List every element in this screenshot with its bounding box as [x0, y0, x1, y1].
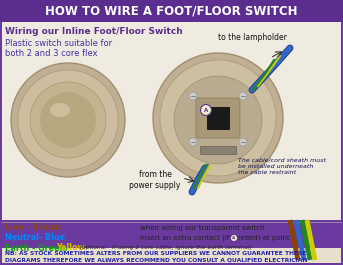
Circle shape	[30, 82, 106, 158]
FancyBboxPatch shape	[2, 22, 341, 220]
Circle shape	[239, 138, 247, 146]
Text: (optional - If using 2 core cable, ignore the earth terminal): (optional - If using 2 core cable, ignor…	[78, 245, 252, 250]
Text: both 2 and 3 core flex: both 2 and 3 core flex	[5, 50, 98, 59]
Circle shape	[153, 53, 283, 183]
FancyBboxPatch shape	[196, 98, 240, 138]
Text: The cable/cord sheath must
be installed underneath
the cable restraint: The cable/cord sheath must be installed …	[238, 158, 326, 175]
Text: Earth - Green/: Earth - Green/	[5, 244, 68, 253]
Text: A: A	[232, 236, 236, 240]
Text: Yellow: Yellow	[56, 244, 85, 253]
Circle shape	[160, 60, 276, 176]
Circle shape	[11, 63, 125, 177]
Circle shape	[18, 70, 118, 170]
Text: from the
power supply: from the power supply	[129, 170, 181, 190]
Text: Live - Brown: Live - Brown	[5, 223, 61, 232]
Circle shape	[239, 92, 247, 100]
Ellipse shape	[50, 103, 70, 117]
Text: when wiring our transparent switch: when wiring our transparent switch	[140, 225, 264, 231]
Circle shape	[189, 92, 197, 100]
Text: NB: AS STOCK SOMETIMES ALTERS FROM OUR SUPPLIERS WE CANNOT GUARANTEE THESE
DIAGR: NB: AS STOCK SOMETIMES ALTERS FROM OUR S…	[5, 251, 307, 263]
Text: A: A	[204, 108, 208, 113]
FancyBboxPatch shape	[200, 146, 236, 154]
FancyBboxPatch shape	[0, 0, 343, 22]
Text: Insert an extra contact (if needed) at point: Insert an extra contact (if needed) at p…	[140, 235, 292, 241]
Circle shape	[189, 138, 197, 146]
FancyBboxPatch shape	[2, 248, 341, 263]
Text: Plastic switch suitable for: Plastic switch suitable for	[5, 39, 112, 48]
Circle shape	[40, 92, 96, 148]
Circle shape	[230, 235, 237, 241]
Text: Wiring our Inline Foot/Floor Switch: Wiring our Inline Foot/Floor Switch	[5, 26, 183, 36]
Text: HOW TO WIRE A FOOT/FLOOR SWITCH: HOW TO WIRE A FOOT/FLOOR SWITCH	[45, 5, 298, 17]
Circle shape	[174, 76, 262, 164]
Text: Neutral- Blue: Neutral- Blue	[5, 233, 65, 242]
FancyBboxPatch shape	[207, 107, 229, 129]
Text: to the lampholder: to the lampholder	[217, 33, 286, 42]
Circle shape	[201, 104, 212, 116]
